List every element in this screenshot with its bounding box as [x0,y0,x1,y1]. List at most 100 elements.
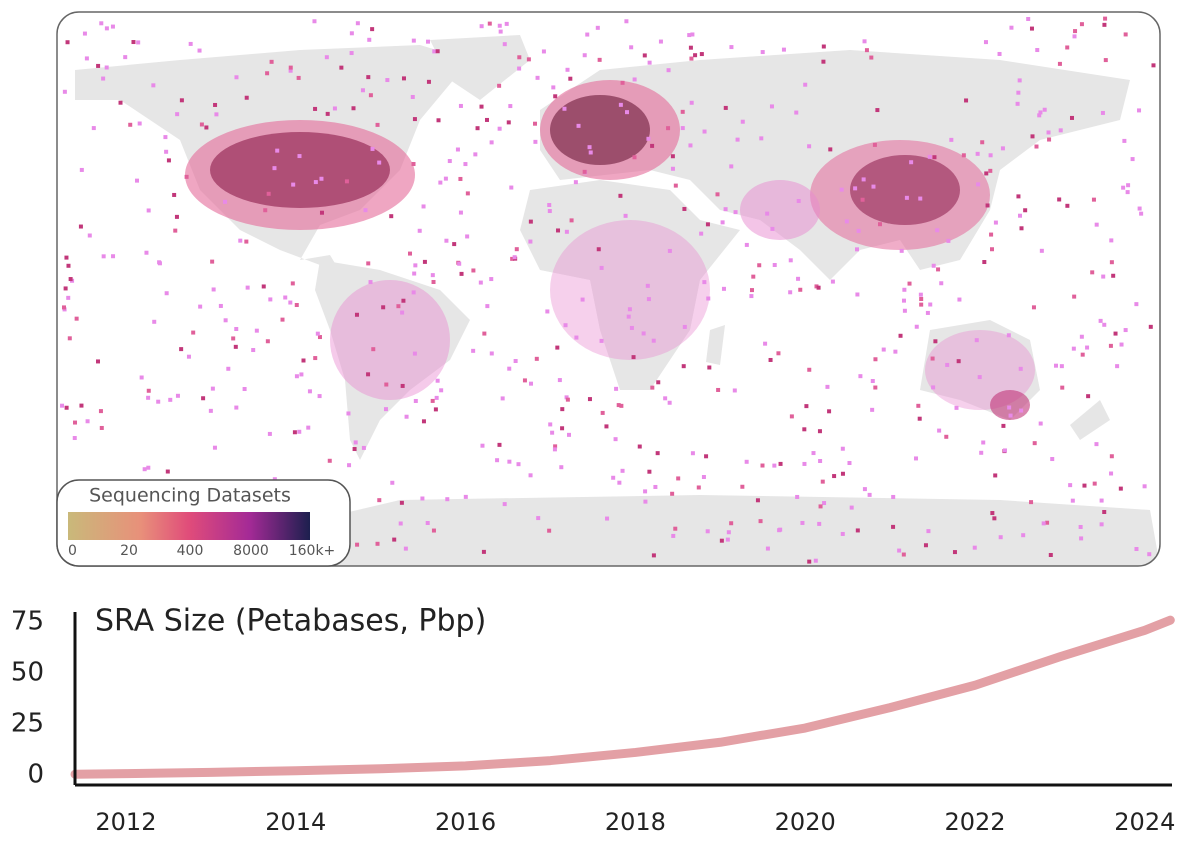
dot [855,292,860,297]
dot [473,152,478,157]
dot [408,251,413,256]
dot [1119,342,1124,347]
dot [899,248,904,253]
dot [275,148,280,153]
dot [768,357,773,362]
dot [1048,552,1053,557]
dot [541,49,546,54]
dot [400,383,405,388]
dot [729,521,734,526]
dot [916,403,921,408]
dot [463,162,468,167]
dot [919,297,924,302]
dot [547,528,552,533]
dot [199,122,204,127]
dot [733,210,738,215]
dot [555,345,560,350]
dot [547,209,552,214]
dot [294,303,299,308]
dot [98,409,103,414]
dot [65,40,70,45]
dot [629,325,634,330]
dot [79,403,84,408]
dot [421,204,426,209]
dot [825,384,830,389]
dot [361,445,366,450]
dot [925,310,930,315]
dot [307,389,312,394]
dot [355,21,360,26]
dot [366,372,371,377]
dot [313,180,318,185]
dot [1080,352,1085,357]
dot [936,267,941,272]
dot [813,558,818,563]
dot [569,218,574,223]
dot [1115,364,1120,369]
dot [403,546,408,551]
dot [909,160,914,165]
dot [111,254,116,259]
dot [1123,328,1128,333]
y-tick-label: 50 [11,658,44,688]
dot [582,53,587,58]
dot [401,298,406,303]
dot [749,294,754,299]
dot [839,187,844,192]
dot [949,137,954,142]
dot [1109,238,1114,243]
dot [123,55,128,60]
dot [522,378,527,383]
dot [1039,248,1044,253]
dot [101,76,106,81]
dot [433,407,438,412]
dot [599,338,604,343]
dot [763,341,768,346]
dot [667,248,672,253]
dot [533,139,538,144]
dot [891,524,896,529]
dot [223,318,228,323]
dot [918,196,923,201]
dot [840,446,845,451]
dot [434,395,439,400]
dot [830,279,835,284]
dot [242,387,247,392]
dot [778,461,783,466]
dot [436,118,441,123]
dot [1032,441,1037,446]
dot [533,121,538,126]
dot [1121,185,1126,190]
dot [651,338,656,343]
dot [210,386,215,391]
dot [1111,273,1116,278]
dot [535,75,540,80]
dot [413,398,418,403]
dot [1079,334,1084,339]
dot [820,479,825,484]
dot [366,75,371,80]
dot [142,467,147,472]
dot [646,136,651,141]
dot [1030,134,1035,139]
dot [272,166,277,171]
dot [937,428,942,433]
dot [611,475,616,480]
dot [551,85,556,90]
dot [312,19,317,24]
dot [855,528,860,533]
dot [721,286,726,291]
dot [1102,322,1107,327]
dot [1092,481,1097,486]
dot [759,136,764,141]
dot [458,210,463,215]
dot [952,550,957,555]
dot [1000,146,1005,151]
dot [625,110,630,115]
dot [425,520,430,525]
dot [1016,194,1021,199]
dot [1021,533,1026,538]
dot [751,274,756,279]
dot [375,122,380,127]
dot [528,219,533,224]
